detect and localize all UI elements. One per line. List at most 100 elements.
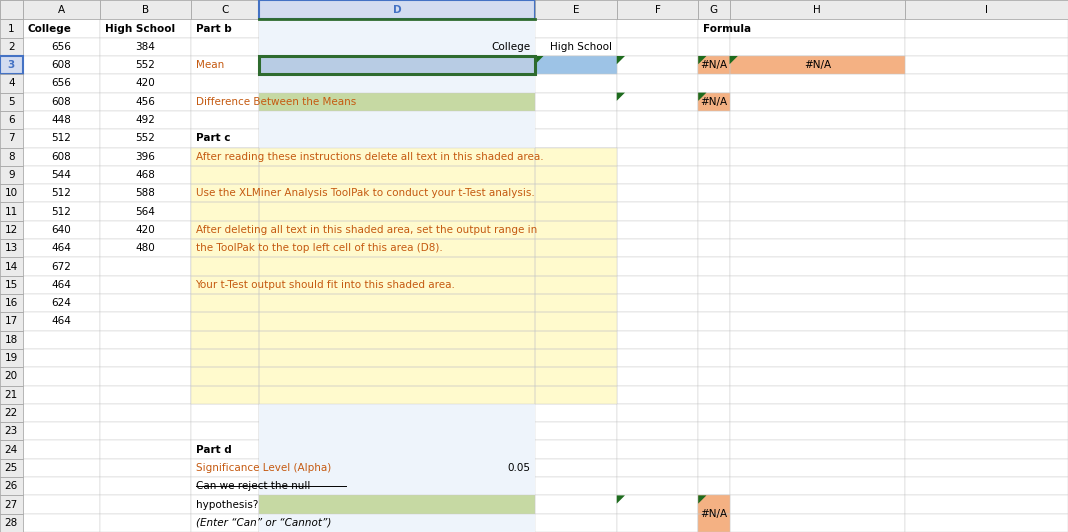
Bar <box>616 111 698 129</box>
Bar <box>698 0 729 19</box>
Text: 608: 608 <box>51 152 72 162</box>
Bar <box>260 294 535 312</box>
Bar <box>535 93 616 111</box>
Text: C: C <box>221 5 229 15</box>
Bar <box>698 422 729 440</box>
Bar <box>0 404 22 422</box>
Bar <box>535 386 616 404</box>
Bar <box>729 349 905 367</box>
Text: the ToolPak to the top left cell of this area (D8).: the ToolPak to the top left cell of this… <box>195 243 442 253</box>
Bar <box>905 129 1068 147</box>
Text: After reading these instructions delete all text in this shaded area.: After reading these instructions delete … <box>195 152 544 162</box>
Bar <box>100 166 190 184</box>
Bar <box>616 56 698 74</box>
Bar <box>698 477 729 495</box>
Bar <box>190 19 260 38</box>
Bar <box>729 276 905 294</box>
Bar <box>260 19 535 38</box>
Text: 9: 9 <box>7 170 15 180</box>
Bar <box>0 514 22 532</box>
Bar <box>22 440 100 459</box>
Bar <box>100 147 190 166</box>
Text: Use the XLMiner Analysis ToolPak to conduct your t-Test analysis.: Use the XLMiner Analysis ToolPak to cond… <box>195 188 534 198</box>
Bar <box>0 56 22 74</box>
Bar <box>698 38 729 56</box>
Bar <box>0 19 22 38</box>
Bar <box>905 312 1068 330</box>
Text: 5: 5 <box>7 97 15 107</box>
Bar <box>22 74 100 93</box>
Bar <box>616 459 698 477</box>
Bar <box>535 221 616 239</box>
Bar <box>729 56 905 74</box>
Bar <box>535 367 616 386</box>
Bar <box>100 129 190 147</box>
Text: 512: 512 <box>51 134 72 144</box>
Bar <box>616 74 698 93</box>
Bar <box>22 330 100 349</box>
Bar <box>260 386 535 404</box>
Text: F: F <box>655 5 660 15</box>
Bar <box>698 221 729 239</box>
Bar <box>535 0 616 19</box>
Bar <box>22 239 100 257</box>
Text: 2: 2 <box>7 42 15 52</box>
Bar <box>535 111 616 129</box>
Bar <box>260 440 535 459</box>
Bar <box>698 276 729 294</box>
Text: 464: 464 <box>51 280 72 290</box>
Bar <box>100 111 190 129</box>
Bar <box>0 0 22 19</box>
Bar <box>905 74 1068 93</box>
Bar <box>905 257 1068 276</box>
Bar <box>0 166 22 184</box>
Bar <box>698 514 729 532</box>
Text: I: I <box>985 5 988 15</box>
Bar <box>616 514 698 532</box>
Bar <box>0 422 22 440</box>
Bar <box>0 111 22 129</box>
Bar <box>0 349 22 367</box>
Bar <box>0 184 22 203</box>
Bar <box>260 56 535 74</box>
Bar <box>535 422 616 440</box>
Bar <box>905 147 1068 166</box>
Bar <box>100 203 190 221</box>
Bar <box>22 367 100 386</box>
Bar <box>0 38 22 56</box>
Bar <box>22 19 100 38</box>
Text: 640: 640 <box>51 225 72 235</box>
Bar <box>535 147 616 166</box>
Bar <box>190 294 260 312</box>
Bar <box>22 166 100 184</box>
Bar <box>190 147 260 166</box>
Bar <box>698 93 729 111</box>
Bar <box>729 93 905 111</box>
Bar <box>905 404 1068 422</box>
Text: 0.05: 0.05 <box>507 463 530 473</box>
Bar <box>729 38 905 56</box>
Bar <box>190 239 260 257</box>
Bar <box>535 203 616 221</box>
Bar <box>698 56 729 74</box>
Bar <box>260 514 535 532</box>
Bar <box>260 349 535 367</box>
Text: 26: 26 <box>4 481 18 491</box>
Text: 564: 564 <box>136 206 155 217</box>
Bar <box>535 440 616 459</box>
Text: Part b: Part b <box>195 23 232 34</box>
Bar <box>22 459 100 477</box>
Text: 17: 17 <box>4 317 18 327</box>
Bar <box>260 495 535 514</box>
Bar <box>729 184 905 203</box>
Bar <box>0 147 22 166</box>
Bar <box>535 19 616 38</box>
Bar <box>905 459 1068 477</box>
Text: 7: 7 <box>7 134 15 144</box>
Bar <box>260 184 535 203</box>
Bar <box>729 330 905 349</box>
Bar <box>100 239 190 257</box>
Bar <box>22 495 100 514</box>
Bar <box>0 166 22 184</box>
Bar <box>260 404 535 422</box>
